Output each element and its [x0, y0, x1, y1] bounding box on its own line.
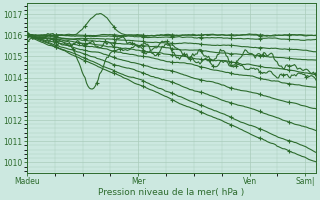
X-axis label: Pression niveau de la mer( hPa ): Pression niveau de la mer( hPa )	[99, 188, 245, 197]
